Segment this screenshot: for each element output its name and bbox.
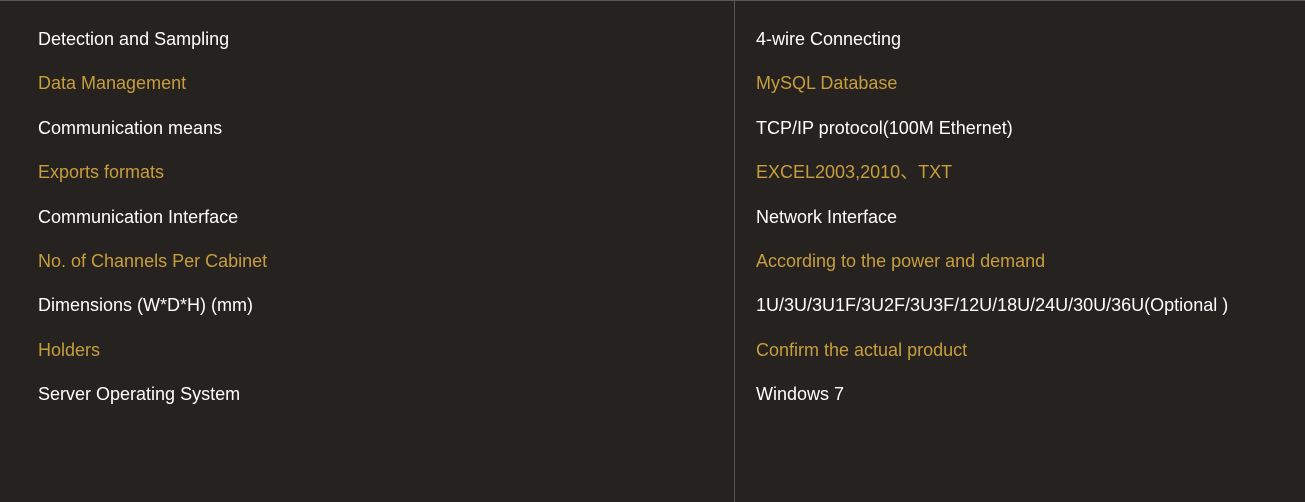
spec-value: Windows 7 — [756, 384, 1285, 428]
spec-value: MySQL Database — [756, 73, 1285, 117]
spec-label: Exports formats — [38, 162, 714, 206]
spec-label: Dimensions (W*D*H) (mm) — [38, 295, 714, 339]
spec-value: 4-wire Connecting — [756, 29, 1285, 73]
spec-label: Data Management — [38, 73, 714, 117]
spec-table: Detection and Sampling Data Management C… — [0, 0, 1305, 502]
spec-value: Network Interface — [756, 207, 1285, 251]
spec-label: Communication Interface — [38, 207, 714, 251]
spec-label: Server Operating System — [38, 384, 714, 428]
spec-label: Holders — [38, 340, 714, 384]
spec-values-column: 4-wire Connecting MySQL Database TCP/IP … — [735, 1, 1305, 502]
spec-label: No. of Channels Per Cabinet — [38, 251, 714, 295]
spec-labels-column: Detection and Sampling Data Management C… — [0, 1, 735, 502]
spec-value: According to the power and demand — [756, 251, 1285, 295]
spec-value: Confirm the actual product — [756, 340, 1285, 384]
spec-label: Communication means — [38, 118, 714, 162]
spec-value: TCP/IP protocol(100M Ethernet) — [756, 118, 1285, 162]
spec-value: EXCEL2003,2010、TXT — [756, 162, 1285, 206]
spec-label: Detection and Sampling — [38, 29, 714, 73]
spec-value: 1U/3U/3U1F/3U2F/3U3F/12U/18U/24U/30U/36U… — [756, 295, 1285, 339]
